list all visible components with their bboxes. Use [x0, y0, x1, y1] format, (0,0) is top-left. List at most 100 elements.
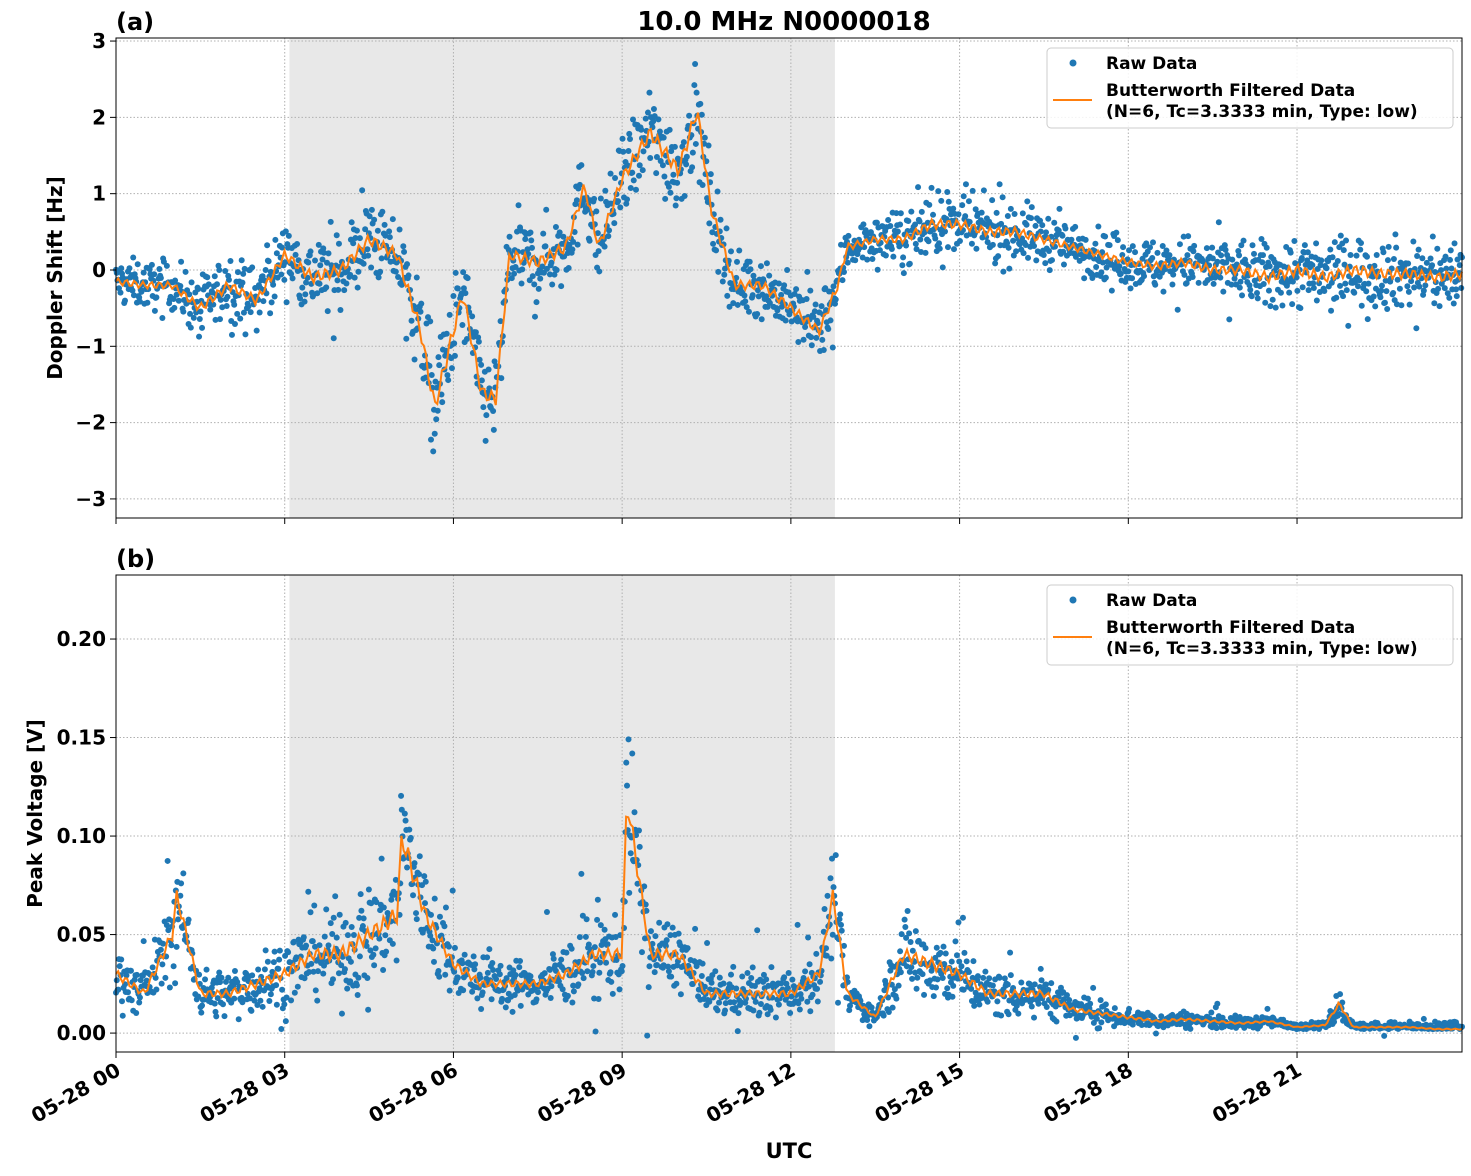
raw-data-point: [698, 972, 705, 979]
raw-data-point: [1163, 247, 1170, 254]
raw-data-point: [255, 966, 262, 973]
raw-data-point: [490, 407, 497, 414]
raw-data-point: [897, 948, 904, 955]
raw-data-point: [720, 980, 727, 987]
raw-data-point: [157, 274, 164, 281]
raw-data-point: [262, 947, 269, 954]
raw-data-point: [998, 1012, 1005, 1019]
raw-data-point: [662, 195, 669, 202]
raw-data-point: [1013, 248, 1020, 255]
raw-data-point: [739, 973, 746, 980]
raw-data-point: [429, 937, 436, 944]
raw-data-point: [608, 978, 615, 985]
raw-data-point: [915, 184, 922, 191]
raw-data-point: [1323, 265, 1330, 272]
raw-data-point: [913, 985, 920, 992]
raw-data-point: [463, 336, 470, 343]
raw-data-point: [211, 273, 218, 280]
raw-data-point: [618, 968, 625, 975]
raw-data-point: [380, 904, 387, 911]
raw-data-point: [367, 947, 374, 954]
raw-data-point: [534, 989, 541, 996]
raw-data-point: [475, 338, 482, 345]
panel-label: (a): [116, 8, 154, 36]
raw-data-point: [198, 1009, 205, 1016]
raw-data-point: [989, 197, 996, 204]
raw-data-point: [336, 911, 343, 918]
legend-box: [1046, 47, 1454, 129]
raw-data-point: [479, 989, 486, 996]
raw-data-point: [427, 436, 434, 443]
raw-data-point: [935, 188, 942, 195]
raw-data-point: [542, 243, 549, 250]
raw-data-point: [1152, 281, 1159, 288]
raw-data-point: [378, 255, 385, 262]
raw-data-point: [1267, 303, 1274, 310]
raw-data-point: [305, 888, 312, 895]
raw-data-point: [1060, 248, 1067, 255]
raw-data-point: [1048, 257, 1055, 264]
raw-data-point: [814, 998, 821, 1005]
raw-data-point: [1214, 258, 1221, 265]
raw-data-point: [893, 995, 900, 1002]
raw-data-point: [323, 259, 330, 266]
raw-data-point: [338, 962, 345, 969]
raw-data-point: [906, 930, 913, 937]
raw-data-point: [475, 334, 482, 341]
raw-data-point: [802, 323, 809, 330]
raw-data-point: [177, 892, 184, 899]
raw-data-point: [1191, 242, 1198, 249]
raw-data-point: [1438, 267, 1445, 274]
raw-data-point: [968, 240, 975, 247]
raw-data-point: [1277, 289, 1284, 296]
raw-data-point: [1347, 251, 1354, 258]
raw-data-point: [1351, 289, 1358, 296]
raw-data-point: [1062, 225, 1069, 232]
raw-data-point: [1043, 229, 1050, 236]
raw-data-point: [404, 864, 411, 871]
raw-data-point: [257, 997, 264, 1004]
raw-data-point: [497, 318, 504, 325]
raw-data-point: [354, 284, 361, 291]
raw-data-point: [368, 264, 375, 271]
raw-data-point: [993, 209, 1000, 216]
raw-data-point: [156, 265, 163, 272]
raw-data-point: [656, 919, 663, 926]
raw-data-point: [1160, 288, 1167, 295]
raw-data-point: [1390, 256, 1397, 263]
raw-data-point: [282, 1018, 289, 1025]
raw-data-point: [136, 999, 143, 1006]
raw-data-point: [477, 974, 484, 981]
raw-data-point: [1154, 249, 1161, 256]
raw-data-point: [281, 276, 288, 283]
raw-data-point: [400, 243, 407, 250]
raw-data-point: [347, 958, 354, 965]
raw-data-point: [129, 287, 136, 294]
raw-data-point: [1189, 273, 1196, 280]
raw-data-point: [117, 289, 124, 296]
raw-data-point: [1265, 287, 1272, 294]
raw-data-point: [190, 314, 197, 321]
raw-data-point: [1060, 261, 1067, 268]
raw-data-point: [663, 937, 670, 944]
raw-data-point: [461, 951, 468, 958]
raw-data-point: [395, 274, 402, 281]
raw-data-point: [320, 245, 327, 252]
raw-data-point: [546, 966, 553, 973]
raw-data-point: [118, 265, 125, 272]
raw-data-point: [356, 235, 363, 242]
raw-data-point: [1304, 249, 1311, 256]
raw-data-point: [121, 297, 128, 304]
raw-data-point: [253, 327, 260, 334]
raw-data-point: [219, 1001, 226, 1008]
raw-data-point: [1398, 302, 1405, 309]
raw-data-point: [1048, 980, 1055, 987]
raw-data-point: [563, 949, 570, 956]
raw-data-point: [512, 972, 519, 979]
raw-data-point: [378, 855, 385, 862]
raw-data-point: [629, 169, 636, 176]
raw-data-point: [364, 974, 371, 981]
raw-data-point: [275, 965, 282, 972]
raw-data-point: [166, 984, 173, 991]
raw-data-point: [926, 201, 933, 208]
